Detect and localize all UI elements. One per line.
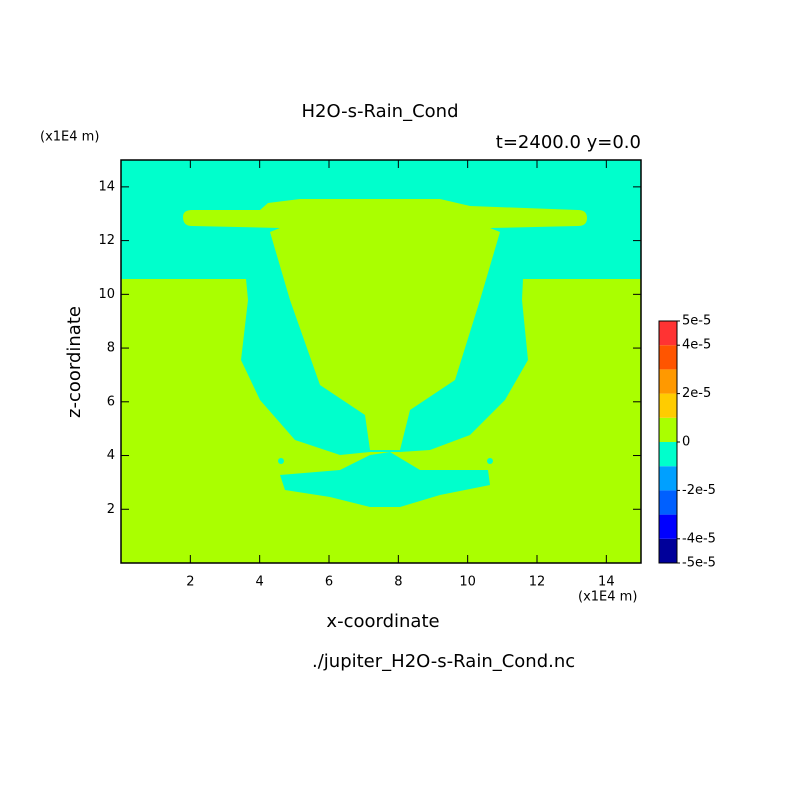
colorbar-tick-label: -4e-5 xyxy=(682,531,716,546)
y-axis-label: z-coordinate xyxy=(64,306,85,418)
colorbar-band xyxy=(659,442,677,467)
colorbar-band xyxy=(659,417,677,442)
colorbar-band xyxy=(659,514,677,539)
y-tick-label: 8 xyxy=(107,341,115,356)
chart-title: H2O-s-Rain_Cond xyxy=(302,101,459,122)
colorbar-band xyxy=(659,369,677,394)
colorbar-band xyxy=(659,345,677,370)
y-tick-label: 12 xyxy=(98,233,115,248)
colorbar-tick-label: -5e-5 xyxy=(682,556,716,571)
source-file: ./jupiter_H2O-s-Rain_Cond.nc xyxy=(312,651,575,672)
y-tick-label: 2 xyxy=(107,502,115,517)
x-tick-label: 8 xyxy=(394,575,402,590)
field-dot xyxy=(278,458,284,464)
chart-subtitle: t=2400.0 y=0.0 xyxy=(496,132,641,153)
x-tick-label: 12 xyxy=(529,575,546,590)
x-tick-label: 4 xyxy=(256,575,264,590)
field-lower-blob xyxy=(280,452,490,507)
colorbar-tick-label: -2e-5 xyxy=(682,483,716,498)
field-funnel xyxy=(270,232,500,450)
colorbar-band xyxy=(659,466,677,491)
x-tick-label: 14 xyxy=(598,575,615,590)
y-tick-label: 14 xyxy=(98,179,115,194)
x-unit: (x1E4 m) xyxy=(578,590,637,605)
colorbar-tick-label: 0 xyxy=(682,435,690,450)
y-tick-label: 4 xyxy=(107,448,115,463)
colorbar-band xyxy=(659,490,677,515)
colorbar-tick-label: 5e-5 xyxy=(682,314,711,329)
colorbar-band xyxy=(659,321,677,346)
colorbar-tick-label: 4e-5 xyxy=(682,338,711,353)
x-tick-label: 2 xyxy=(186,575,194,590)
colorbar-band xyxy=(659,393,677,418)
x-axis-label: x-coordinate xyxy=(326,611,439,632)
field xyxy=(121,160,641,563)
colorbar-tick-label: 2e-5 xyxy=(682,386,711,401)
x-tick-label: 10 xyxy=(459,575,476,590)
y-tick-label: 6 xyxy=(107,394,115,409)
y-tick-label: 10 xyxy=(98,287,115,302)
colorbar-band xyxy=(659,538,677,563)
x-tick-label: 6 xyxy=(325,575,333,590)
y-unit: (x1E4 m) xyxy=(40,130,99,145)
field-cap xyxy=(183,199,587,232)
plot-frame xyxy=(120,159,642,564)
field-dot xyxy=(487,458,493,464)
